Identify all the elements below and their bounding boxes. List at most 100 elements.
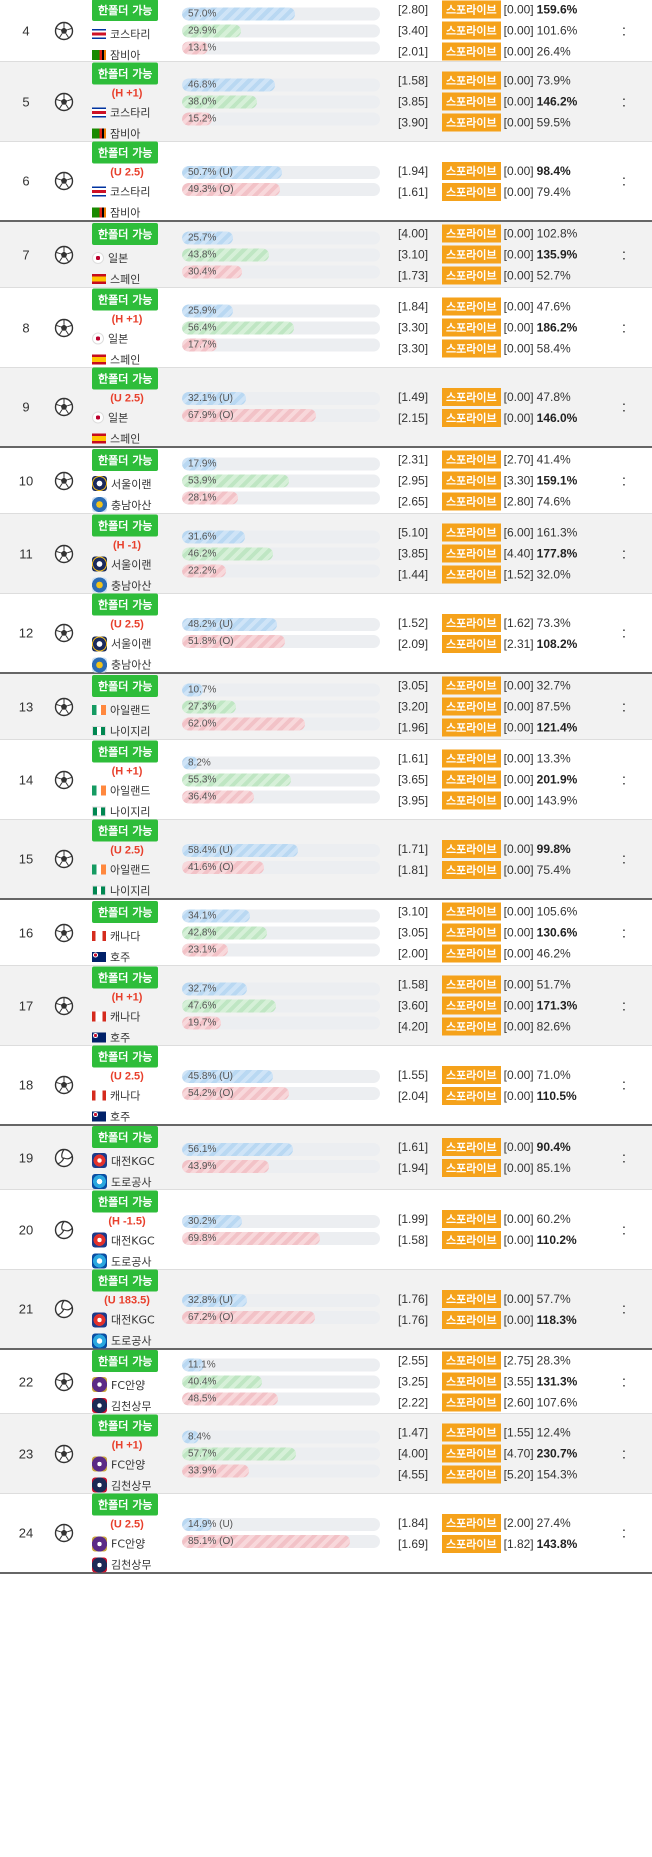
provider-tag[interactable]: 스포라이브	[442, 471, 501, 490]
probability-fill	[182, 183, 280, 196]
more-options-icon[interactable]: :	[621, 771, 626, 788]
provider-tag[interactable]: 스포라이브	[442, 42, 501, 61]
canada-flag-icon	[92, 1011, 106, 1021]
team: 나이지리	[92, 883, 164, 899]
more-options-icon[interactable]: :	[621, 924, 626, 941]
gimcheon-flag-icon	[92, 1557, 107, 1572]
provider-tag[interactable]: 스포라이브	[442, 839, 501, 858]
provider-tag[interactable]: 스포라이브	[442, 71, 501, 90]
more-options-icon[interactable]: :	[621, 172, 626, 190]
provider-tag[interactable]: 스포라이브	[442, 1065, 501, 1084]
more-options-icon[interactable]: :	[621, 698, 626, 715]
provider-tag[interactable]: 스포라이브	[442, 613, 501, 632]
more-options-icon[interactable]: :	[621, 1149, 626, 1166]
provider-tag[interactable]: 스포라이브	[442, 923, 501, 942]
more-options-icon[interactable]: :	[621, 997, 626, 1014]
provider-tag[interactable]: 스포라이브	[442, 1289, 501, 1308]
provider-odds: [0.00]	[503, 1212, 534, 1226]
provider-tag[interactable]: 스포라이브	[442, 1444, 501, 1463]
provider-tag[interactable]: 스포라이브	[442, 224, 501, 243]
provider-tag[interactable]: 스포라이브	[442, 1351, 501, 1370]
provider-tag[interactable]: 스포라이브	[442, 113, 501, 132]
provider-tag[interactable]: 스포라이브	[442, 1159, 501, 1177]
probability-label: 32.8% (U)	[188, 1295, 234, 1306]
more-options-icon[interactable]: :	[621, 398, 626, 416]
more-options-icon[interactable]: :	[621, 850, 626, 868]
provider-tag[interactable]: 스포라이브	[442, 161, 501, 180]
provider-tag[interactable]: 스포라이브	[442, 297, 501, 316]
provider-tag[interactable]: 스포라이브	[442, 697, 501, 716]
probability-bars: 10.7% 27.3% 62.0%	[182, 679, 380, 734]
provider-tag[interactable]: 스포라이브	[442, 450, 501, 469]
more-options-icon[interactable]: :	[621, 624, 626, 642]
provider-tag[interactable]: 스포라이브	[442, 492, 501, 511]
provider-tag[interactable]: 스포라이브	[442, 0, 501, 19]
provider-tag[interactable]: 스포라이브	[442, 1372, 501, 1391]
provider-odds: [0.00]	[503, 946, 534, 961]
provider-tag[interactable]: 스포라이브	[442, 1231, 501, 1249]
more-options-icon[interactable]: :	[621, 1524, 626, 1542]
provider-tag[interactable]: 스포라이브	[442, 996, 501, 1015]
provider-tag[interactable]: 스포라이브	[442, 523, 501, 542]
provider-tag[interactable]: 스포라이브	[442, 387, 501, 406]
provider-tag[interactable]: 스포라이브	[442, 318, 501, 337]
provider-tag[interactable]: 스포라이브	[442, 1423, 501, 1442]
odds-row: [2.31] 스포라이브 [2.70] 41.4%	[398, 450, 630, 469]
provider-tag[interactable]: 스포라이브	[442, 791, 501, 810]
more-options-icon[interactable]: :	[621, 545, 626, 562]
odds-column: [1.76] 스포라이브 [0.00] 57.7% [1.76] 스포라이브 [0.00] 1…	[398, 1286, 630, 1332]
provider-tag[interactable]: 스포라이브	[442, 770, 501, 789]
provider-tag[interactable]: 스포라이브	[442, 1465, 501, 1484]
probability-fill	[182, 1535, 351, 1548]
odds-value: [4.55]	[398, 1467, 429, 1482]
more-options-icon[interactable]: :	[621, 22, 626, 39]
team-name: 나이지리	[110, 805, 151, 818]
provider-tag[interactable]: 스포라이브	[442, 860, 501, 879]
more-options-icon[interactable]: :	[621, 1221, 626, 1238]
provider-tag[interactable]: 스포라이브	[442, 718, 501, 737]
team-name: 나이지리	[110, 724, 151, 738]
probability-fill	[182, 943, 228, 956]
provider-tag[interactable]: 스포라이브	[442, 749, 501, 768]
provider-tag[interactable]: 스포라이브	[442, 182, 501, 201]
odds-value: [4.20]	[398, 1019, 429, 1034]
provider-tag[interactable]: 스포라이브	[442, 21, 501, 40]
provider-tag[interactable]: 스포라이브	[442, 902, 501, 921]
more-options-icon[interactable]: :	[621, 472, 626, 489]
more-options-icon[interactable]: :	[621, 1445, 626, 1462]
provider-tag[interactable]: 스포라이브	[442, 544, 501, 563]
canada-flag-icon	[92, 1090, 106, 1101]
more-options-icon[interactable]: :	[621, 1300, 626, 1318]
provider-tag[interactable]: 스포라이브	[442, 266, 501, 285]
more-options-icon[interactable]: :	[621, 319, 626, 336]
provider-tag[interactable]: 스포라이브	[442, 1086, 501, 1105]
odds-column: [1.94] 스포라이브 [0.00] 98.4% [1.61] 스포라이브 [0.00] 7…	[398, 158, 630, 204]
provider-tag[interactable]: 스포라이브	[442, 1513, 501, 1532]
single-folder-badge: 한폴더 가능	[92, 740, 159, 762]
more-options-icon[interactable]: :	[621, 246, 626, 263]
provider-tag[interactable]: 스포라이브	[442, 339, 501, 358]
more-options-icon[interactable]: :	[621, 1373, 626, 1390]
odds-value: [3.95]	[398, 793, 429, 808]
provider-tag[interactable]: 스포라이브	[442, 1534, 501, 1553]
provider-odds: [1.55]	[503, 1425, 534, 1440]
probability-label: 11.1%	[188, 1359, 216, 1370]
more-options-icon[interactable]: :	[621, 1076, 626, 1094]
provider-tag[interactable]: 스포라이브	[442, 1017, 501, 1036]
probability-fill	[182, 683, 204, 696]
provider-tag[interactable]: 스포라이브	[442, 1210, 501, 1228]
provider-tag[interactable]: 스포라이브	[442, 408, 501, 427]
provider-tag[interactable]: 스포라이브	[442, 1138, 501, 1156]
provider-tag[interactable]: 스포라이브	[442, 944, 501, 963]
provider-tag[interactable]: 스포라이브	[442, 634, 501, 653]
more-options-icon[interactable]: :	[621, 93, 626, 110]
odds-value: [3.30]	[398, 341, 429, 356]
provider-tag[interactable]: 스포라이브	[442, 92, 501, 111]
provider-tag[interactable]: 스포라이브	[442, 565, 501, 584]
provider-tag[interactable]: 스포라이브	[442, 975, 501, 994]
provider-tag[interactable]: 스포라이브	[442, 1393, 501, 1412]
provider-tag[interactable]: 스포라이브	[442, 245, 501, 264]
provider-tag[interactable]: 스포라이브	[442, 1310, 501, 1329]
provider-tag[interactable]: 스포라이브	[442, 676, 501, 695]
return-percent: 118.3%	[536, 1312, 577, 1327]
